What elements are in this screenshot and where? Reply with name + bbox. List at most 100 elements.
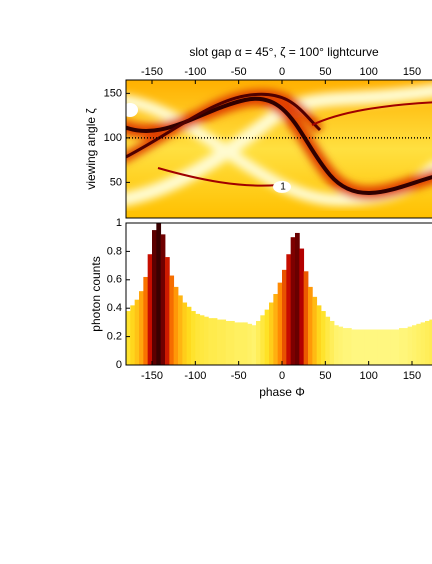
bar: [303, 271, 309, 365]
bar: [364, 329, 370, 365]
y-tick-label: 0: [116, 359, 122, 371]
bar: [347, 328, 352, 365]
bar: [221, 319, 227, 365]
x-tick-label: 100: [359, 370, 377, 382]
bar: [321, 311, 326, 365]
bar: [165, 257, 170, 365]
bar: [191, 311, 196, 365]
x-tick-label: 0: [279, 66, 285, 78]
bar: [286, 254, 292, 365]
bar: [342, 328, 348, 365]
bar: [394, 329, 400, 365]
bar: [130, 305, 136, 365]
bar: [178, 295, 183, 365]
bar: [334, 325, 339, 365]
bar: [139, 291, 144, 365]
x-tick-label: 100: [359, 66, 377, 78]
bar: [160, 234, 166, 365]
x-axis-label: phase Φ: [259, 385, 305, 399]
bar: [169, 275, 175, 365]
bar: [208, 318, 214, 365]
bar: [156, 223, 162, 365]
bar: [351, 329, 357, 365]
bar: [282, 269, 287, 365]
bar: [308, 286, 313, 365]
x-tick-label: -100: [184, 66, 206, 78]
bar: [256, 320, 261, 365]
bar: [412, 325, 417, 365]
bar: [373, 329, 378, 365]
bar: [277, 282, 283, 365]
bar: [199, 315, 205, 365]
bar: [329, 320, 335, 365]
bar: [264, 309, 270, 365]
bar: [147, 254, 153, 365]
bar: [273, 294, 279, 365]
bar: [230, 320, 235, 365]
bar: [368, 329, 374, 365]
bar: [152, 230, 157, 365]
bar: [429, 319, 432, 365]
bar: [295, 232, 300, 365]
x-tick-label: -100: [184, 370, 206, 382]
x-tick-label: 150: [403, 370, 421, 382]
bar: [377, 329, 383, 365]
chart-title: slot gap α = 45°, ζ = 100° lightcurve: [189, 45, 379, 59]
bar: [243, 322, 248, 365]
bar: [186, 306, 192, 365]
x-tick-label: 0: [279, 370, 285, 382]
bar: [360, 329, 365, 365]
x-tick-label: -50: [231, 66, 247, 78]
sky-map: [126, 80, 432, 218]
bar: [390, 329, 396, 365]
bar: [416, 323, 422, 365]
y-tick-label: 1: [116, 217, 122, 229]
bar: [212, 318, 218, 365]
bar: [381, 329, 387, 365]
bar: [217, 319, 222, 365]
bar: [251, 325, 257, 365]
y-tick-label: 0.8: [107, 245, 122, 257]
bar: [225, 320, 231, 365]
y-axis-label: viewing angle ζ: [84, 108, 98, 190]
bar: [420, 322, 426, 365]
y-axis-label: photon counts: [89, 256, 103, 331]
bar: [126, 311, 131, 365]
x-tick-label: 150: [403, 66, 421, 78]
bar: [134, 299, 140, 365]
x-tick-label: 50: [319, 66, 331, 78]
x-tick-label: -150: [141, 370, 163, 382]
x-tick-label: -150: [141, 66, 163, 78]
bar: [299, 248, 305, 365]
y-tick-label: 150: [104, 87, 122, 99]
x-tick-label: 50: [319, 370, 331, 382]
bar: [260, 315, 266, 365]
annotation-marker: [273, 180, 291, 193]
bar: [312, 296, 318, 365]
bar: [247, 323, 253, 365]
bar: [399, 328, 404, 365]
bar: [269, 302, 274, 365]
bar: [173, 286, 179, 365]
x-tick-label: -50: [231, 370, 247, 382]
bar: [325, 316, 331, 365]
bar: [403, 328, 409, 365]
bar: [195, 313, 201, 365]
bar: [290, 237, 296, 365]
bar: [238, 322, 244, 365]
y-tick-label: 50: [110, 176, 122, 188]
bar: [204, 316, 209, 365]
y-tick-label: 0.4: [107, 302, 122, 314]
bar: [425, 320, 430, 365]
bar: [182, 302, 188, 365]
bar: [338, 326, 344, 365]
y-tick-label: 0.6: [107, 274, 122, 286]
bar: [386, 329, 391, 365]
bar: [143, 276, 149, 365]
bar: [407, 326, 413, 365]
bar: [316, 305, 322, 365]
y-tick-label: 100: [104, 132, 122, 144]
bar: [355, 329, 361, 365]
annotation: 1: [280, 181, 286, 192]
